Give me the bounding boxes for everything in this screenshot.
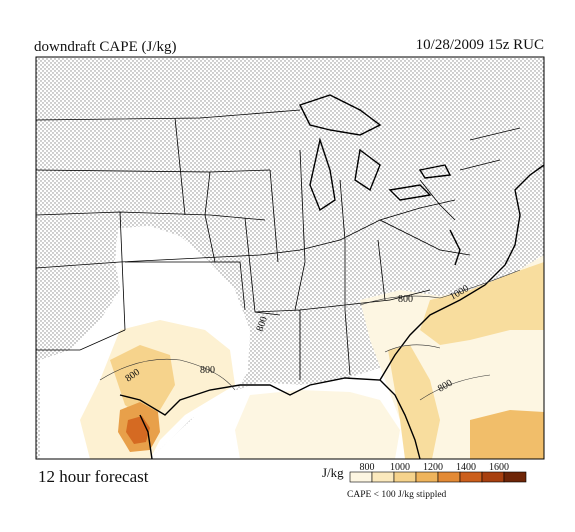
stipple-note: CAPE < 100 J/kg stippled	[347, 490, 447, 500]
colorbar-tick-label: 800	[360, 462, 375, 473]
colorbar-swatch	[349, 471, 373, 483]
cape-1200-region-caribbean	[470, 410, 544, 459]
colorbar-tick-label: 1600	[489, 462, 509, 473]
colorbar: 800 1000 1200 1400 1600	[349, 462, 527, 483]
contour-label: 800	[254, 315, 269, 333]
colorbar-swatch	[371, 471, 395, 483]
coastlines	[119, 94, 544, 459]
colorbar-swatch	[459, 471, 483, 483]
colorbar-tick-label: 1400	[456, 462, 476, 473]
map-frame	[35, 56, 545, 460]
colorbar-units: J/kg	[322, 465, 344, 480]
cape-800-region-gulf	[235, 390, 400, 459]
cape-1000-region-texas	[110, 345, 175, 420]
map-title: downdraft CAPE (J/kg)	[34, 39, 177, 55]
colorbar-swatch	[437, 471, 461, 483]
colorbar-swatch	[481, 471, 505, 483]
colorbar-swatch	[503, 471, 527, 483]
state-borders	[36, 109, 521, 380]
forecast-label: 12 hour forecast	[38, 467, 149, 486]
colorbar-tick-label: 1000	[390, 462, 410, 473]
cape-1000-region-florida	[388, 345, 440, 459]
colorbar-swatch	[415, 471, 439, 483]
valid-time: 10/28/2009 15z RUC	[415, 37, 544, 53]
contour-label: 800	[398, 294, 413, 305]
cape-1000-region-atlantic	[420, 262, 544, 345]
colorbar-tick-label: 1200	[423, 462, 443, 473]
colorbar-swatch	[393, 471, 417, 483]
contour-lines	[99, 269, 521, 401]
contour-label: 800	[200, 365, 215, 376]
